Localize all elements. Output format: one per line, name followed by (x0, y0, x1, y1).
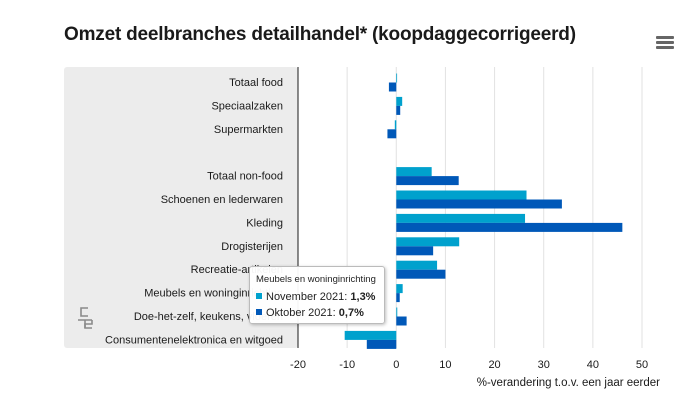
x-tick-label: 0 (393, 359, 399, 371)
bar[interactable] (344, 330, 397, 340)
series-marker-november (256, 293, 262, 299)
category-label: Consumentenelektronica en witgoed (105, 334, 283, 346)
bar[interactable] (396, 307, 398, 317)
bar[interactable] (388, 82, 397, 92)
x-tick-label: 20 (488, 359, 500, 371)
cbs-logo-icon (78, 307, 93, 329)
bar[interactable] (396, 73, 398, 83)
bar[interactable] (396, 269, 446, 279)
tooltip-row-oktober: Oktober 2021: 0,7% (256, 305, 378, 321)
x-tick-label: -10 (339, 359, 355, 371)
x-axis-title: %-verandering t.o.v. een jaar eerder (477, 377, 660, 389)
category-label: Speciaalzaken (211, 100, 283, 112)
tooltip-value: 1,3% (350, 291, 376, 303)
bar[interactable] (396, 246, 434, 256)
x-tick-label: 40 (587, 359, 599, 371)
category-label: Kleding (246, 217, 283, 229)
category-labels: Totaal food Speciaalzaken Supermarkten Tota… (105, 77, 283, 346)
tooltip-label: Oktober 2021: (266, 307, 336, 319)
hamburger-menu-icon[interactable] (656, 36, 674, 50)
bar[interactable] (396, 105, 401, 115)
bar[interactable] (396, 167, 432, 177)
bar[interactable] (387, 129, 397, 139)
tooltip-heading: Meubels en woninginrichting (256, 274, 376, 285)
series-marker-oktober (256, 309, 262, 315)
bar[interactable] (396, 190, 527, 200)
bar[interactable] (396, 222, 623, 232)
bar[interactable] (396, 237, 460, 247)
tick-labels: -20 -10 0 10 20 30 40 50 (290, 359, 648, 371)
category-label: Totaal food (229, 77, 283, 89)
x-tick-label: -20 (290, 359, 306, 371)
label-panel (64, 67, 298, 348)
chart-title: Omzet deelbranches detailhandel* (koopda… (64, 24, 576, 45)
bar[interactable] (396, 293, 400, 303)
x-tick-label: 50 (636, 359, 648, 371)
x-tick-label: 30 (538, 359, 550, 371)
bar[interactable] (396, 316, 407, 326)
tooltip-row-november: November 2021: 1,3% (256, 289, 378, 305)
x-tick-label: 10 (439, 359, 451, 371)
bar[interactable] (394, 120, 397, 130)
bars (344, 73, 623, 349)
bar[interactable] (396, 199, 562, 209)
bar[interactable] (366, 339, 397, 349)
tooltip-label: November 2021: (266, 291, 348, 303)
category-label: Doe-het-zelf, keukens, vloeren (134, 311, 283, 323)
category-label: Meubels en woninginrichting (144, 288, 283, 300)
tooltip-value: 0,7% (338, 307, 364, 319)
bar[interactable] (396, 176, 459, 186)
bar[interactable] (396, 284, 403, 294)
category-label: Supermarkten (214, 124, 283, 136)
bar[interactable] (396, 96, 403, 106)
category-label: Totaal non-food (207, 171, 283, 183)
category-label: Drogisterijen (221, 241, 283, 253)
bar[interactable] (396, 260, 438, 270)
bar[interactable] (396, 213, 526, 223)
category-label: Schoenen en lederwaren (161, 194, 283, 206)
tooltip: Meubels en woninginrichting November 202… (249, 266, 385, 324)
